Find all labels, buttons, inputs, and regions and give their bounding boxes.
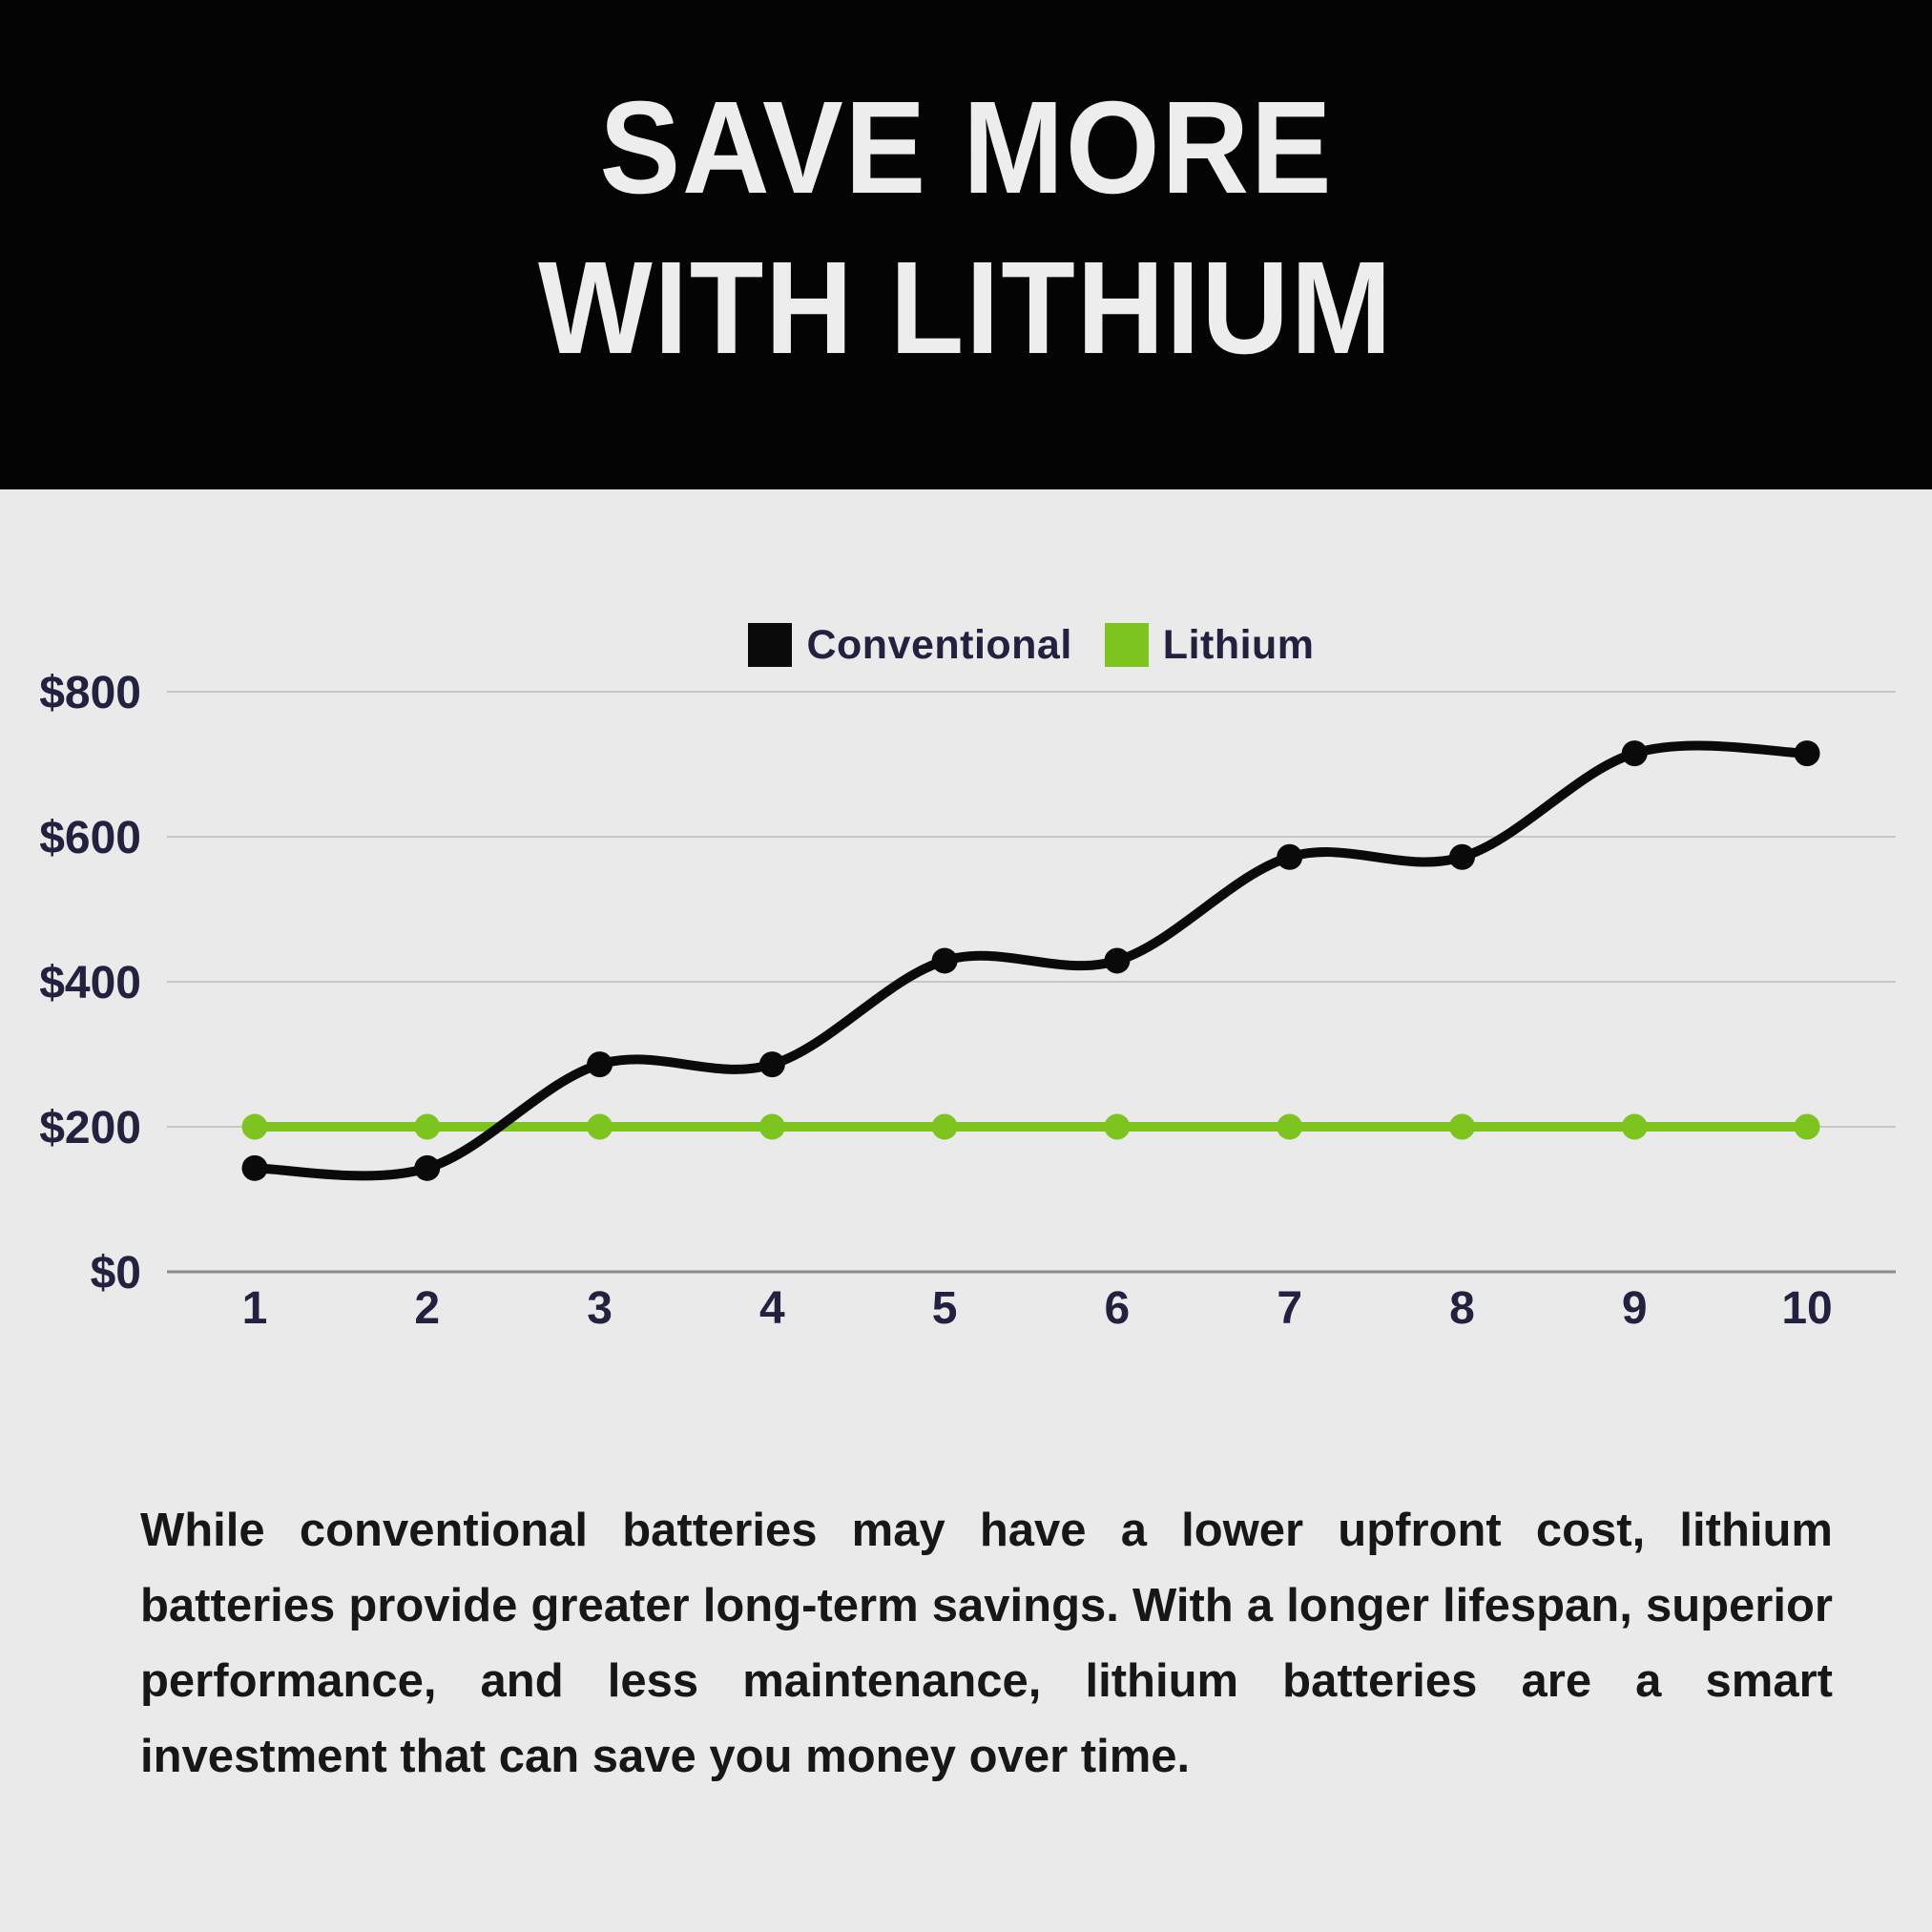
y-tick-label: $0: [91, 1248, 141, 1298]
x-tick-label: 9: [1622, 1283, 1648, 1334]
x-tick-label: 10: [1781, 1283, 1832, 1334]
conventional-point: [758, 1051, 785, 1078]
x-tick-label: 8: [1449, 1283, 1475, 1334]
chart-legend: Conventional Lithium: [167, 620, 1896, 670]
y-tick-label: $800: [39, 668, 141, 718]
conventional-point: [1621, 740, 1648, 767]
lithium-swatch: [1104, 623, 1149, 667]
header-banner: SAVE MORE WITH LITHIUM: [0, 0, 1932, 489]
x-tick-label: 4: [759, 1283, 785, 1334]
conventional-point: [931, 947, 958, 974]
lithium-point: [931, 1113, 958, 1140]
poster-title-line1: SAVE MORE: [598, 73, 1334, 221]
y-tick-label: $400: [39, 958, 141, 1008]
lithium-point: [1794, 1113, 1820, 1140]
conventional-point: [414, 1154, 441, 1181]
conventional-point: [1104, 947, 1131, 974]
conventional-point: [1277, 843, 1303, 870]
x-tick-label: 5: [932, 1283, 958, 1334]
conventional-point: [1794, 740, 1820, 767]
conventional-point: [241, 1154, 268, 1181]
x-tick-label: 7: [1277, 1283, 1302, 1334]
lithium-point: [587, 1113, 613, 1140]
conventional-swatch: [748, 623, 793, 667]
body-paragraph: While conventional batteries may have a …: [140, 1505, 1833, 1782]
lithium-point: [1277, 1113, 1303, 1140]
lithium-point: [1448, 1113, 1475, 1140]
legend-item-conventional: Conventional: [748, 623, 1071, 667]
conventional-line: [250, 740, 1813, 1181]
x-tick-label: 3: [587, 1283, 613, 1334]
legend-item-lithium: Lithium: [1104, 621, 1315, 668]
lithium-point: [241, 1113, 268, 1140]
conventional-label: Conventional: [806, 621, 1072, 668]
lithium-point: [414, 1113, 441, 1140]
lithium-point: [758, 1113, 785, 1140]
lithium-label: Lithium: [1162, 621, 1315, 668]
y-tick-label: $600: [39, 813, 141, 863]
conventional-point: [1448, 843, 1475, 870]
conventional-point: [587, 1051, 613, 1078]
chart-svg: $0 $200 $400 $600 $800 1 2 3 4 5 6 7 8 9 10: [39, 668, 1896, 1334]
lithium-point: [1104, 1113, 1131, 1140]
x-tick-label: 6: [1105, 1283, 1131, 1334]
poster-title-line2: WITH LITHIUM: [538, 234, 1394, 382]
x-tick-label: 2: [414, 1283, 440, 1334]
lithium-point: [1621, 1113, 1648, 1140]
y-tick-label: $200: [39, 1103, 141, 1153]
x-tick-label: 1: [242, 1283, 268, 1334]
